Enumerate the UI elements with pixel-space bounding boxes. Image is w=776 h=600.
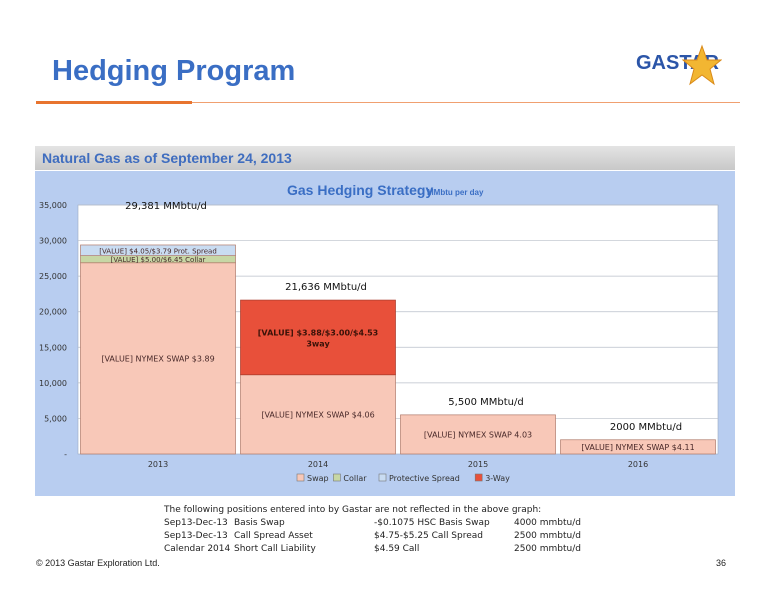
bar-data-label: [VALUE] $3.88/$3.00/$4.53 xyxy=(258,328,378,337)
note-period: Calendar 2014 xyxy=(164,544,231,554)
legend-label: Collar xyxy=(343,474,367,483)
note-row: Sep13-Dec-13 Call Spread Asset $4.75-$5.… xyxy=(164,530,644,543)
note-period: Sep13-Dec-13 xyxy=(164,531,228,541)
legend-label: Swap xyxy=(307,474,329,483)
chart-title: Gas Hedging Strategy xyxy=(287,182,433,198)
copyright: © 2013 Gastar Exploration Ltd. xyxy=(36,558,160,568)
bar-segment xyxy=(80,244,236,256)
y-tick-label: 5,000 xyxy=(44,414,67,423)
total-label: 2000 MMbtu/d xyxy=(610,422,682,433)
bar-segment xyxy=(560,439,716,455)
x-tick-label: 2016 xyxy=(628,460,648,469)
total-label: 21,636 MMbtu/d xyxy=(285,282,367,293)
legend-swatch xyxy=(378,473,387,482)
y-tick-label: 20,000 xyxy=(39,308,67,317)
bar-data-label: [VALUE] $4.05/$3.79 Prot. Spread xyxy=(99,247,217,255)
note-type: Basis Swap xyxy=(234,518,285,528)
note-period: Sep13-Dec-13 xyxy=(164,518,228,528)
company-logo: GASTAR xyxy=(636,40,724,96)
y-tick-label: 35,000 xyxy=(39,201,67,210)
page-number: 36 xyxy=(716,558,727,568)
x-tick-label: 2014 xyxy=(308,460,328,469)
bar-data-label: [VALUE] $5.00/$6.45 Collar xyxy=(111,256,206,264)
note-detail: $4.59 Call xyxy=(374,544,420,554)
unreflected-positions-note: The following positions entered into by … xyxy=(164,504,644,556)
note-volume: 4000 mmbtu/d xyxy=(514,518,581,528)
bar-data-label: [VALUE] NYMEX SWAP $4.11 xyxy=(581,443,694,452)
note-volume: 2500 mmbtu/d xyxy=(514,544,581,554)
x-tick-label: 2015 xyxy=(468,460,488,469)
legend-label: Protective Spread xyxy=(389,474,460,483)
note-row: Sep13-Dec-13 Basis Swap -$0.1075 HSC Bas… xyxy=(164,517,644,530)
note-volume: 2500 mmbtu/d xyxy=(514,531,581,541)
note-detail: $4.75-$5.25 Call Spread xyxy=(374,531,483,541)
y-tick-label: 30,000 xyxy=(39,237,67,246)
total-label: 29,381 MMbtu/d xyxy=(125,201,207,212)
legend-label: 3-Way xyxy=(485,474,510,483)
bar-data-label: 3way xyxy=(306,339,330,348)
page-title: Hedging Program xyxy=(52,55,296,87)
note-row: Calendar 2014 Short Call Liability $4.59… xyxy=(164,543,644,556)
section-title: Natural Gas as of September 24, 2013 xyxy=(42,150,292,166)
legend-swatch xyxy=(296,473,305,482)
y-tick-label: 15,000 xyxy=(39,343,67,352)
total-label: 5,500 MMbtu/d xyxy=(448,397,523,408)
legend-swatch xyxy=(474,473,483,482)
bar-segment xyxy=(400,414,556,455)
note-type: Call Spread Asset xyxy=(234,531,313,541)
bar-data-label: [VALUE] NYMEX SWAP $4.06 xyxy=(261,410,374,419)
note-intro: The following positions entered into by … xyxy=(164,505,542,515)
legend-swatch xyxy=(333,473,341,482)
x-tick-label: 2013 xyxy=(148,460,168,469)
section-banner xyxy=(35,146,735,170)
note-type: Short Call Liability xyxy=(234,544,316,554)
note-detail: -$0.1075 HSC Basis Swap xyxy=(374,518,490,528)
y-tick-label: 25,000 xyxy=(39,272,67,281)
bar-data-label: [VALUE] NYMEX SWAP $3.89 xyxy=(101,354,214,363)
y-tick-label: 10,000 xyxy=(39,379,67,388)
bar-data-label: [VALUE] NYMEX SWAP 4.03 xyxy=(424,430,532,439)
title-underline-accent xyxy=(36,101,192,104)
star-icon xyxy=(682,44,722,86)
bar-segment xyxy=(240,299,396,376)
y-tick-label: - xyxy=(64,450,67,459)
chart-subtitle: MMbtu per day xyxy=(427,188,484,197)
title-underline xyxy=(192,102,740,103)
